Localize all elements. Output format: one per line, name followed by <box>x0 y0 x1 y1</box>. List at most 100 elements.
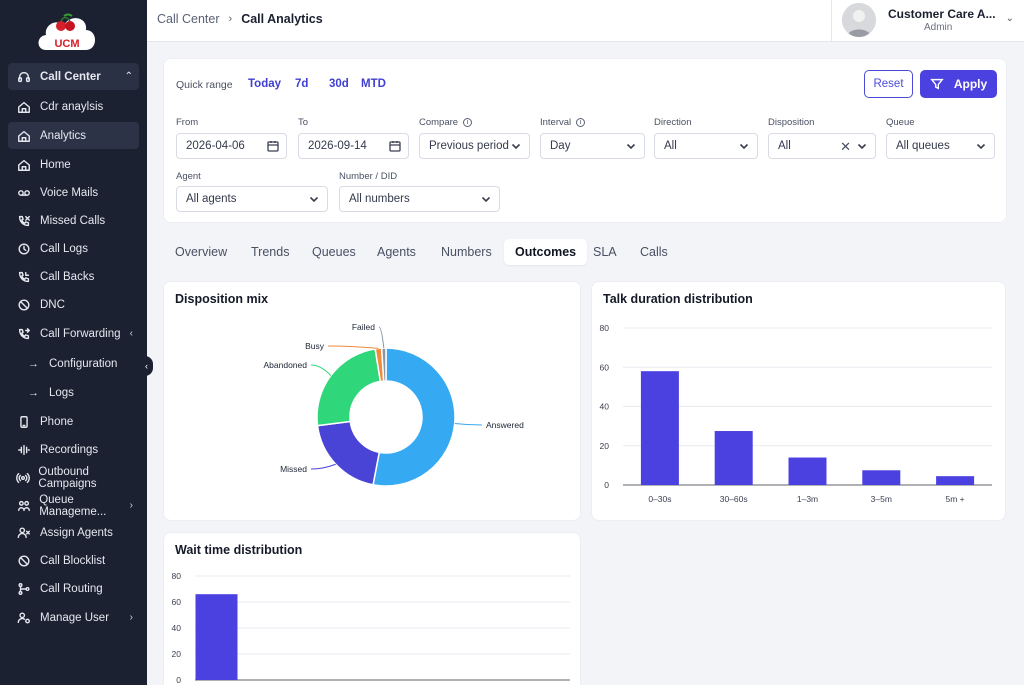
donut-leader-missed <box>310 463 336 470</box>
app-logo[interactable]: UCM <box>34 6 100 56</box>
bar <box>714 431 753 485</box>
donut-label-missed: Missed <box>280 464 307 474</box>
sidebar-item-manage-user[interactable]: Manage User › <box>8 604 139 631</box>
to-date-value: 2026-09-14 <box>308 140 367 152</box>
talk-duration-card: Talk duration distribution 0 20 40 60 80 0–30… <box>591 281 1006 521</box>
disposition-select[interactable]: All ✕ <box>768 133 876 159</box>
queue-select[interactable]: All queues <box>886 133 995 159</box>
sidebar-item-assign-agents[interactable]: Assign Agents <box>8 519 139 546</box>
sidebar-item-recordings[interactable]: Recordings <box>8 436 139 463</box>
filter-panel: Quick range Today 7d 30d MTD Reset Apply… <box>163 58 1007 223</box>
number-label: Number / DID <box>339 171 398 182</box>
sidebar-subitem-label: Logs <box>49 387 74 399</box>
donut-leader-failed <box>378 326 385 349</box>
to-date-input[interactable]: 2026-09-14 <box>298 133 409 159</box>
headset-icon <box>16 69 32 85</box>
calendar-icon[interactable] <box>389 140 401 152</box>
compare-select[interactable]: Previous period <box>419 133 530 159</box>
y-tick-label: 80 <box>600 323 610 333</box>
direction-label: Direction <box>654 117 692 128</box>
sidebar-item-voice-mails[interactable]: Voice Mails <box>8 179 139 206</box>
sidebar-subitem-configuration[interactable]: → Configuration <box>28 352 117 376</box>
quick-range-today[interactable]: Today <box>248 78 282 90</box>
quick-range-30d[interactable]: 30d <box>329 78 349 90</box>
sidebar-item-label: Call Logs <box>40 242 88 255</box>
sidebar-item-cdr-analysis[interactable]: Cdr anaylsis <box>8 93 139 120</box>
compare-value: Previous period <box>429 140 509 152</box>
sidebar-item-call-routing[interactable]: Call Routing <box>8 575 139 602</box>
top-header: Call Center › Call Analytics Customer Ca… <box>147 0 1024 42</box>
disposition-donut-chart: Answered Missed Abandoned Busy Failed <box>264 322 524 487</box>
breadcrumb: Call Center › Call Analytics <box>157 12 323 26</box>
sidebar-item-queue-management[interactable]: Queue Manageme... › <box>8 492 139 519</box>
arrow-right-icon: → <box>28 358 39 370</box>
y-tick-label: 80 <box>172 571 182 581</box>
sidebar-item-label: Call Backs <box>40 270 95 283</box>
from-date-input[interactable]: 2026-04-06 <box>176 133 287 159</box>
sidebar-item-label: Call Routing <box>40 582 103 595</box>
agent-select[interactable]: All agents <box>176 186 328 212</box>
interval-label: Interval i <box>540 117 586 128</box>
sidebar-item-missed-calls[interactable]: Missed Calls <box>8 207 139 234</box>
info-icon[interactable]: i <box>463 118 473 127</box>
tab-outcomes[interactable]: Outcomes <box>504 239 588 265</box>
bar <box>862 470 901 485</box>
direction-select[interactable]: All <box>654 133 758 159</box>
quick-range-mtd[interactable]: MTD <box>361 78 386 90</box>
home-icon <box>16 99 32 115</box>
breadcrumb-parent[interactable]: Call Center <box>157 12 220 26</box>
sidebar-group-call-center[interactable]: Call Center ⌃ <box>8 63 139 90</box>
to-label: To <box>298 117 309 128</box>
sidebar-subitem-logs[interactable]: → Logs <box>28 381 74 405</box>
donut-slice-failed <box>380 347 387 382</box>
sidebar-item-call-logs[interactable]: Call Logs <box>8 235 139 262</box>
tab-numbers[interactable]: Numbers <box>441 245 492 259</box>
disposition-label: Disposition <box>768 117 815 128</box>
chevron-right-icon: › <box>129 612 133 623</box>
sidebar-collapse-toggle[interactable]: ‹ <box>140 356 153 376</box>
clear-icon[interactable]: ✕ <box>840 139 851 154</box>
block-icon <box>16 297 32 313</box>
tab-overview[interactable]: Overview <box>175 245 228 259</box>
mobile-phone-icon <box>16 414 32 430</box>
tab-queues[interactable]: Queues <box>312 245 356 259</box>
number-value: All numbers <box>349 193 410 205</box>
calendar-icon[interactable] <box>267 140 279 152</box>
phone-callback-icon <box>16 269 32 285</box>
tab-agents[interactable]: Agents <box>377 245 416 259</box>
voicemail-icon <box>16 185 32 201</box>
sidebar-item-outbound-campaigns[interactable]: Outbound Campaigns <box>8 464 139 491</box>
tab-trends[interactable]: Trends <box>251 245 290 259</box>
sidebar-item-analytics[interactable]: Analytics <box>8 122 139 149</box>
sidebar-item-call-backs[interactable]: Call Backs <box>8 263 139 290</box>
user-role: Admin <box>924 22 953 33</box>
reset-button[interactable]: Reset <box>864 70 913 98</box>
queue-icon <box>16 498 31 514</box>
sidebar-item-call-forwarding[interactable]: Call Forwarding ‹ <box>8 320 139 347</box>
sidebar-item-dnc[interactable]: DNC <box>8 291 139 318</box>
donut-slice-missed <box>316 420 381 486</box>
tab-calls[interactable]: Calls <box>640 245 668 259</box>
info-icon[interactable]: i <box>576 118 586 127</box>
chevron-up-icon: ⌃ <box>124 71 133 82</box>
interval-select[interactable]: Day <box>540 133 645 159</box>
user-menu[interactable]: Customer Care A... Admin ⌄ <box>831 0 1024 42</box>
apply-button[interactable]: Apply <box>920 70 997 98</box>
user-name: Customer Care A... <box>888 7 996 21</box>
x-tick-label: 1–3m <box>797 494 818 504</box>
home-icon <box>16 157 32 173</box>
bar <box>640 371 679 485</box>
wait-time-title: Wait time distribution <box>175 543 303 557</box>
sidebar-item-phone[interactable]: Phone <box>8 408 139 435</box>
sidebar-item-label: Call Blocklist <box>40 554 106 567</box>
queue-value: All queues <box>896 140 950 152</box>
sidebar-item-home[interactable]: Home <box>8 151 139 178</box>
number-select[interactable]: All numbers <box>339 186 500 212</box>
quick-range-7d[interactable]: 7d <box>295 78 309 90</box>
sidebar-item-label: Call Forwarding <box>40 327 121 340</box>
x-tick-label: 3–5m <box>871 494 892 504</box>
sidebar-item-call-blocklist[interactable]: Call Blocklist <box>8 547 139 574</box>
tab-sla[interactable]: SLA <box>593 245 617 259</box>
sidebar-item-label: Cdr anaylsis <box>40 100 104 113</box>
from-label: From <box>176 117 199 128</box>
